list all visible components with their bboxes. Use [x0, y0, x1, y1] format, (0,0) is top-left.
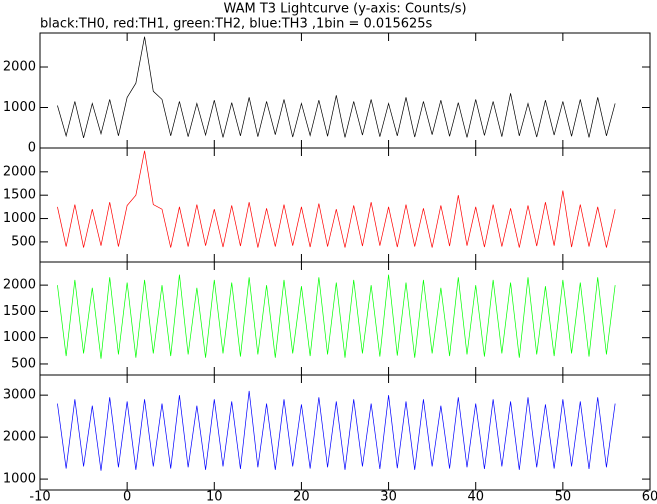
y-tick-label: 3000 [3, 388, 36, 403]
x-tick-label: 40 [467, 490, 484, 504]
y-tick-label: 2000 [3, 164, 36, 179]
x-tick-label: 20 [293, 490, 310, 504]
x-tick-label: 30 [380, 490, 397, 504]
x-tick-label: 0 [123, 490, 131, 504]
y-tick-label: 0 [28, 141, 36, 156]
y-tick-label: 1500 [3, 188, 36, 203]
chart-title: WAM T3 Lightcurve (y-axis: Counts/s) [223, 2, 466, 17]
x-tick-label: 60 [642, 490, 657, 504]
chart-subtitle: black:TH0, red:TH1, green:TH2, blue:TH3 … [40, 17, 433, 32]
lightcurve [57, 150, 616, 248]
x-tick-label: 10 [206, 490, 223, 504]
y-tick-label: 2000 [3, 430, 36, 445]
panel-frame [39, 374, 651, 491]
x-tick-label: -10 [29, 490, 50, 504]
y-tick-label: 1000 [3, 330, 36, 345]
y-tick-label: 500 [11, 356, 36, 371]
y-tick-label: 1000 [3, 211, 36, 226]
y-tick-label: 1500 [3, 304, 36, 319]
y-tick-label: 2000 [3, 60, 36, 75]
y-tick-label: 1000 [3, 472, 36, 487]
y-tick-label: 500 [11, 234, 36, 249]
lightcurve [57, 390, 616, 471]
y-tick-label: 2000 [3, 278, 36, 293]
lightcurve [57, 36, 616, 138]
y-tick-label: 1000 [3, 100, 36, 115]
lightcurve [57, 274, 616, 359]
x-tick-label: 50 [555, 490, 572, 504]
